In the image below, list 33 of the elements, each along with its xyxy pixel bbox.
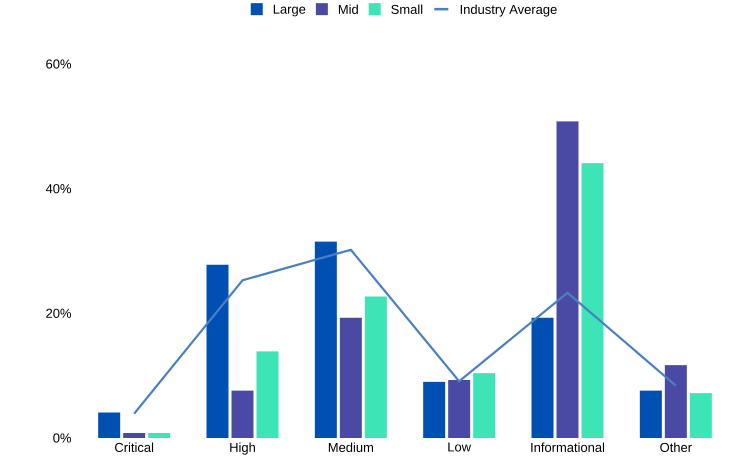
bar: [340, 318, 362, 438]
bar: [256, 351, 278, 438]
bar: [664, 365, 687, 438]
legend-label: Mid: [338, 4, 358, 14]
y-tick-label: 40%: [46, 184, 72, 194]
bar: [314, 242, 337, 438]
line-series: [133, 248, 677, 415]
bar: [364, 296, 387, 438]
x-tick-label: Other: [660, 442, 692, 452]
legend-label: Industry Average: [460, 4, 557, 17]
bar: [448, 380, 470, 438]
bar: [206, 264, 228, 438]
bar: [123, 433, 146, 438]
y-tick-label: 0%: [53, 433, 72, 443]
x-tick-label: High: [230, 442, 255, 455]
bar: [582, 163, 604, 438]
bar: [532, 318, 554, 438]
x-tick-label: Medium: [328, 442, 374, 452]
bar: [98, 412, 120, 438]
bar: [640, 390, 662, 438]
x-tick-label: Critical: [115, 442, 154, 452]
legend-label: Small: [391, 4, 422, 14]
x-tick-label: Low: [448, 442, 472, 452]
y-tick-label: 20%: [46, 308, 72, 318]
bar: [148, 433, 170, 438]
legend-label: Large: [274, 4, 306, 16]
bar: [690, 393, 712, 438]
bar: [232, 390, 254, 438]
bar: [556, 121, 579, 438]
bar: [423, 382, 446, 438]
bar: [473, 373, 496, 438]
y-tick-label: 60%: [46, 59, 72, 69]
x-tick-label: Informational: [531, 442, 604, 452]
